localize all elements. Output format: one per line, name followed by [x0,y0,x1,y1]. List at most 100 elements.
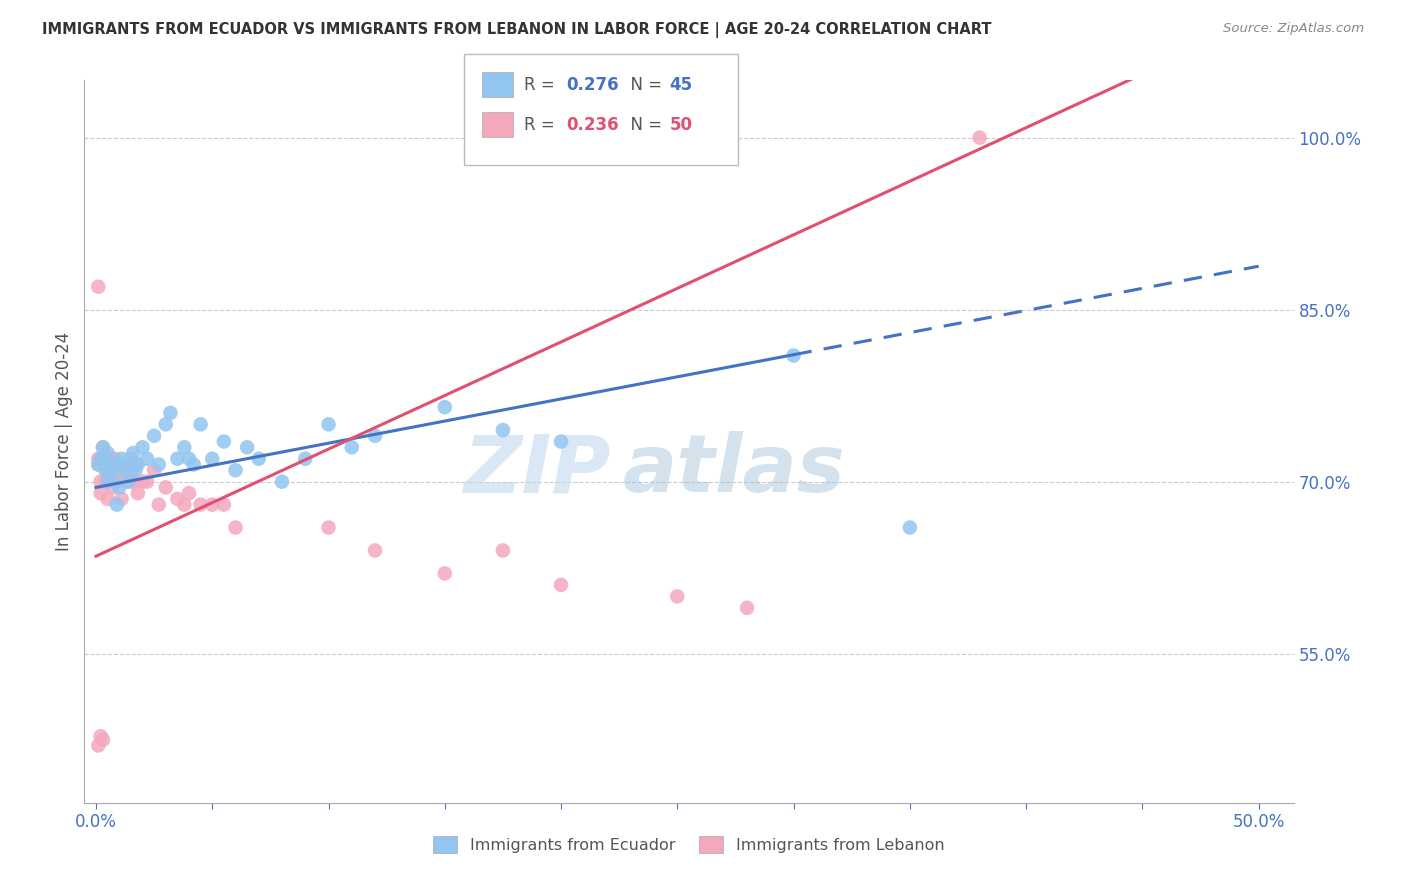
Point [492,543,515,558]
Text: 50: 50 [669,116,692,134]
Point [97,491,120,506]
Point [122,446,145,460]
Point [166,451,188,466]
Point [94,458,117,472]
Point [117,475,139,489]
Point [143,463,166,477]
Point [166,491,188,506]
Point [271,475,294,489]
Point [120,451,142,466]
Point [94,475,117,489]
Point [969,130,991,145]
Point [666,590,689,604]
Point [98,458,121,472]
Point [110,451,132,466]
Point [101,469,124,483]
Point [492,423,515,437]
Text: atlas: atlas [623,432,845,509]
Point [318,520,340,534]
Point [112,463,135,477]
Point [148,458,170,472]
Point [294,451,316,466]
Point [177,451,200,466]
Point [127,486,149,500]
Point [117,458,139,472]
Point [87,279,110,293]
Point [87,739,110,753]
Point [110,491,132,506]
Point [148,498,170,512]
Point [90,486,112,500]
Text: ZIP: ZIP [463,432,610,509]
Point [98,451,121,466]
Point [131,440,153,454]
Point [340,440,363,454]
Point [318,417,340,432]
Point [127,458,149,472]
Text: N =: N = [620,76,668,94]
Point [183,458,205,472]
Point [87,458,110,472]
Point [108,480,131,494]
Point [433,566,456,581]
Point [173,498,195,512]
Y-axis label: In Labor Force | Age 20-24: In Labor Force | Age 20-24 [55,332,73,551]
Point [177,486,200,500]
Point [104,475,127,489]
Point [91,440,114,454]
Point [124,463,146,477]
Point [115,458,138,472]
Point [155,480,177,494]
Point [159,406,181,420]
Point [122,475,145,489]
Point [104,458,127,472]
Point [236,440,259,454]
Point [225,520,247,534]
Point [87,458,110,472]
Point [97,463,120,477]
Point [131,475,153,489]
Point [212,434,235,449]
Point [136,451,159,466]
Text: R =: R = [524,76,561,94]
Point [364,543,387,558]
Point [364,429,387,443]
Point [97,446,120,460]
Point [120,469,142,483]
Point [98,463,121,477]
Point [87,451,110,466]
Text: IMMIGRANTS FROM ECUADOR VS IMMIGRANTS FROM LEBANON IN LABOR FORCE | AGE 20-24 CO: IMMIGRANTS FROM ECUADOR VS IMMIGRANTS FR… [42,22,991,38]
Point [101,458,124,472]
Text: 0.276: 0.276 [567,76,619,94]
Point [201,498,224,512]
Point [136,475,159,489]
Point [225,463,247,477]
Text: Source: ZipAtlas.com: Source: ZipAtlas.com [1223,22,1364,36]
Point [190,417,212,432]
Point [550,578,572,592]
Point [898,520,921,534]
Point [550,434,572,449]
Point [115,475,138,489]
Point [97,475,120,489]
Point [90,475,112,489]
Point [91,451,114,466]
Point [90,451,112,466]
Point [173,440,195,454]
Point [782,349,804,363]
Point [91,732,114,747]
Point [155,417,177,432]
Point [94,463,117,477]
Point [735,600,758,615]
Point [201,451,224,466]
Point [105,498,128,512]
Point [124,458,146,472]
Point [108,458,131,472]
Legend: Immigrants from Ecuador, Immigrants from Lebanon: Immigrants from Ecuador, Immigrants from… [427,830,950,860]
Point [90,729,112,743]
Point [433,400,456,414]
Point [247,451,270,466]
Text: R =: R = [524,116,561,134]
Point [91,440,114,454]
Point [212,498,235,512]
